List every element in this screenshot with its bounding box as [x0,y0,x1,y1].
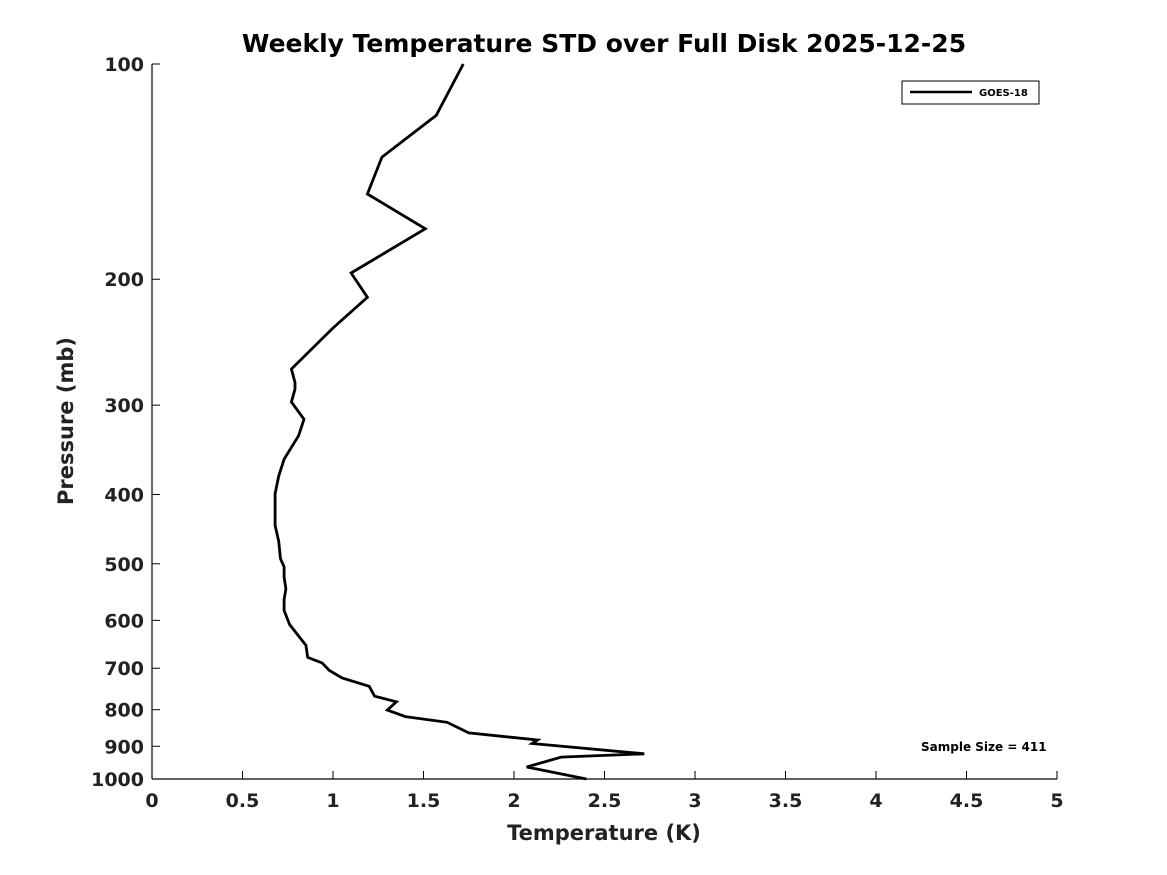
sample-size-annotation: Sample Size = 411 [921,740,1047,754]
y-ticks: 100 200 300 400 500 600 700 800 900 1000 [91,54,160,791]
x-tick-label: 5 [1050,790,1063,812]
x-tick-label: 3.5 [769,790,803,812]
y-tick-label: 600 [104,610,144,632]
x-tick-label: 2.5 [588,790,622,812]
x-axis-label: Temperature (K) [507,821,701,845]
series-line-goes-18 [273,63,645,781]
x-tick-label: 4.5 [950,790,984,812]
x-tick-label: 1 [326,790,339,812]
legend: GOES-18 [901,80,1040,105]
y-tick-label: 1000 [91,769,144,791]
chart-title: Weekly Temperature STD over Full Disk 20… [242,29,966,58]
x-tick-label: 3 [688,790,701,812]
y-tick-label: 700 [104,658,144,680]
x-tick-label: 2 [507,790,520,812]
y-tick-label: 200 [104,269,144,291]
series-layer [273,63,645,781]
x-tick-label: 1.5 [407,790,441,812]
y-tick-label: 900 [104,736,144,758]
legend-entry: GOES-18 [979,88,1028,99]
y-tick-label: 400 [104,484,144,506]
y-axis-label: Pressure (mb) [54,337,78,505]
y-tick-label: 500 [104,554,144,576]
x-tick-label: 0 [145,790,158,812]
plot-area: 0 0.5 1 1.5 2 2.5 3 3.5 4 4.5 5 100 200 300 400 500 600… [91,54,1064,812]
x-ticks: 0 0.5 1 1.5 2 2.5 3 3.5 4 4.5 5 [145,771,1064,812]
y-tick-label: 300 [104,395,144,417]
y-tick-label: 800 [104,700,144,722]
y-tick-label: 100 [104,54,144,76]
x-tick-label: 0.5 [226,790,260,812]
x-tick-label: 4 [869,790,882,812]
